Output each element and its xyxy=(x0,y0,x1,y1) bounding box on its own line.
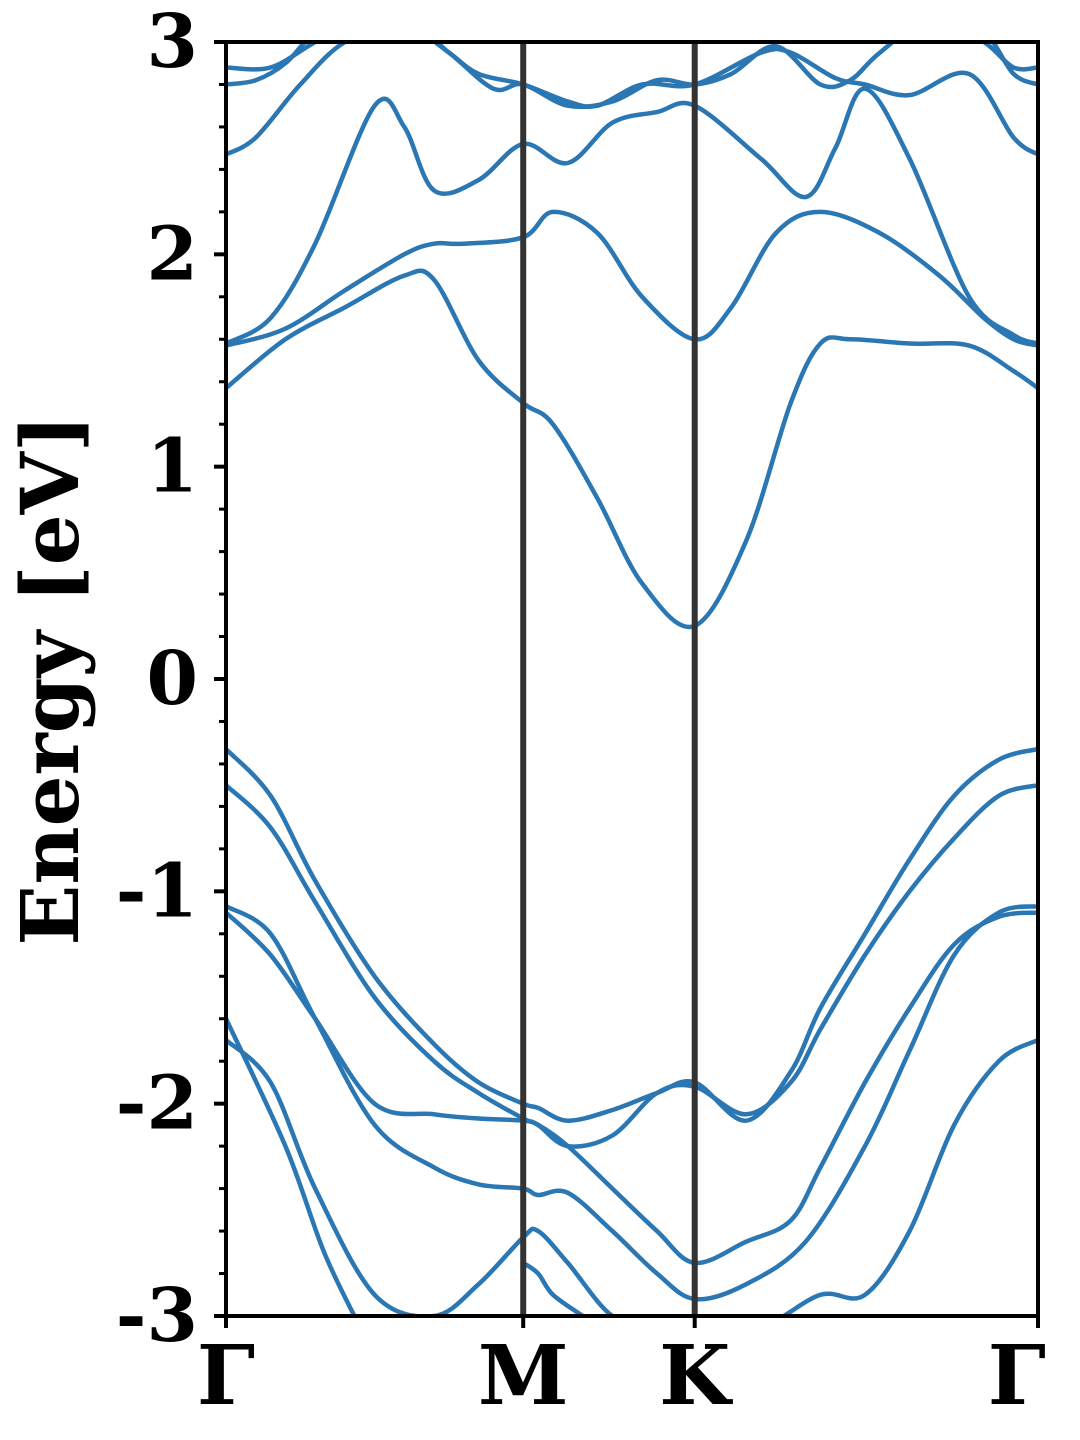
y-tick-label: -2 xyxy=(116,1061,198,1147)
kpath-lines-layer xyxy=(520,42,698,1316)
band-line-1 xyxy=(226,1037,1038,1316)
band-line-9 xyxy=(226,42,1038,157)
band-line-10 xyxy=(226,42,1038,110)
y-tick-label: 0 xyxy=(147,636,199,722)
x-tick-label: M xyxy=(478,1328,569,1424)
y-tick-label: 2 xyxy=(147,211,199,297)
band-line-4 xyxy=(226,782,1038,1149)
band-line-6 xyxy=(226,268,1038,630)
y-tick-label: 1 xyxy=(147,424,199,510)
x-tick-label: Γ xyxy=(988,1328,1046,1424)
x-tick-label: K xyxy=(659,1328,733,1424)
x-tick-label: Γ xyxy=(197,1328,255,1424)
bands-layer xyxy=(226,42,1038,1316)
y-tick-label: -1 xyxy=(116,848,198,934)
band-line-11 xyxy=(226,42,1038,72)
band-line-3 xyxy=(226,910,1038,1266)
y-tick-label: 3 xyxy=(147,0,199,85)
y-tick-label: -3 xyxy=(116,1273,198,1359)
y-axis-title: Energy [eV] xyxy=(3,414,97,945)
band-line-8 xyxy=(226,86,1038,346)
band-line-13 xyxy=(226,1016,357,1316)
plot-frame xyxy=(224,40,1040,1318)
band-line-5 xyxy=(226,746,1038,1123)
band-line-2 xyxy=(226,903,1038,1302)
band-line-12 xyxy=(520,1260,587,1316)
y-ticks-layer: -3 -2 -1 0 1 2 3 xyxy=(116,0,226,1359)
band-line-7 xyxy=(226,209,1038,348)
